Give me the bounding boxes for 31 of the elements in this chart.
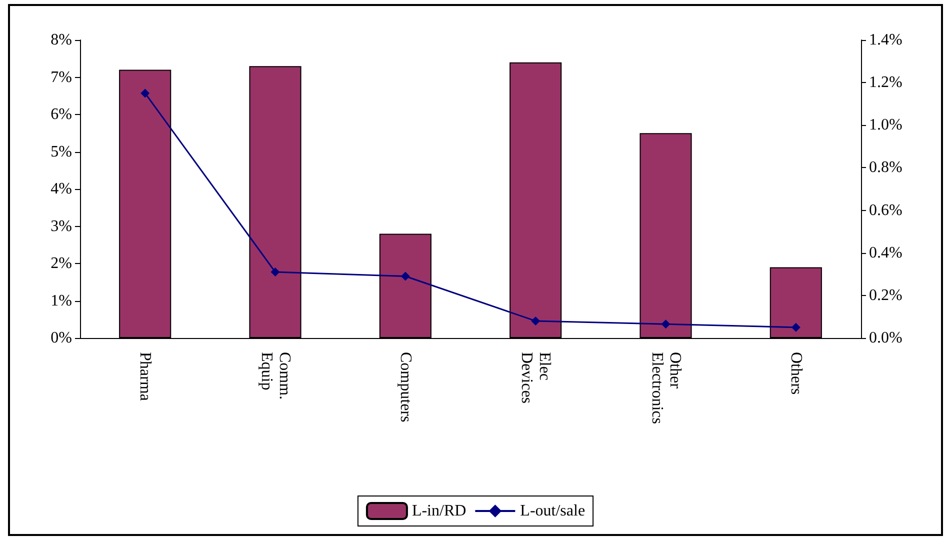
x-tick-label: Comm. Equip — [258, 352, 293, 400]
y2-tick-label: 1.2% — [869, 74, 902, 92]
point — [791, 322, 800, 332]
x-tick-label: Others — [787, 352, 804, 395]
y2-tick-label: 0.8% — [869, 159, 902, 176]
y-tick-label: 4% — [50, 180, 72, 198]
y-tick-label: 1% — [50, 292, 72, 310]
point — [531, 316, 540, 326]
x-tick-label: Other Electronics — [648, 352, 684, 424]
x-tick-label: Elec Devices — [518, 352, 554, 404]
y-tick-label: 3% — [50, 218, 72, 235]
x-tick-label: Computers — [396, 352, 414, 422]
y2-tick-label: 1.4% — [869, 32, 902, 48]
y-tick-label: 2% — [50, 255, 72, 272]
y-tick-label: 0% — [50, 330, 72, 346]
y2-tick-label: 0.2% — [869, 286, 902, 304]
y-tick-label: 8% — [50, 32, 72, 48]
y-tick-label: 6% — [50, 106, 72, 123]
y-tick-label: 7% — [50, 68, 72, 86]
point — [270, 268, 280, 277]
x-tick-label: Pharma — [136, 352, 154, 401]
y2-tick-label: 0.4% — [869, 244, 902, 262]
point — [661, 320, 670, 329]
point — [400, 272, 410, 281]
y2-tick-label: 0.6% — [869, 202, 902, 219]
y2-tick-label: 0.0% — [869, 330, 902, 346]
y2-tick-label: 1.0% — [869, 116, 902, 134]
point — [140, 88, 150, 98]
legend-label: L-in/RD — [412, 502, 466, 520]
y-tick-label: 5% — [50, 143, 72, 160]
legend-label: L-out/sale — [520, 502, 586, 520]
